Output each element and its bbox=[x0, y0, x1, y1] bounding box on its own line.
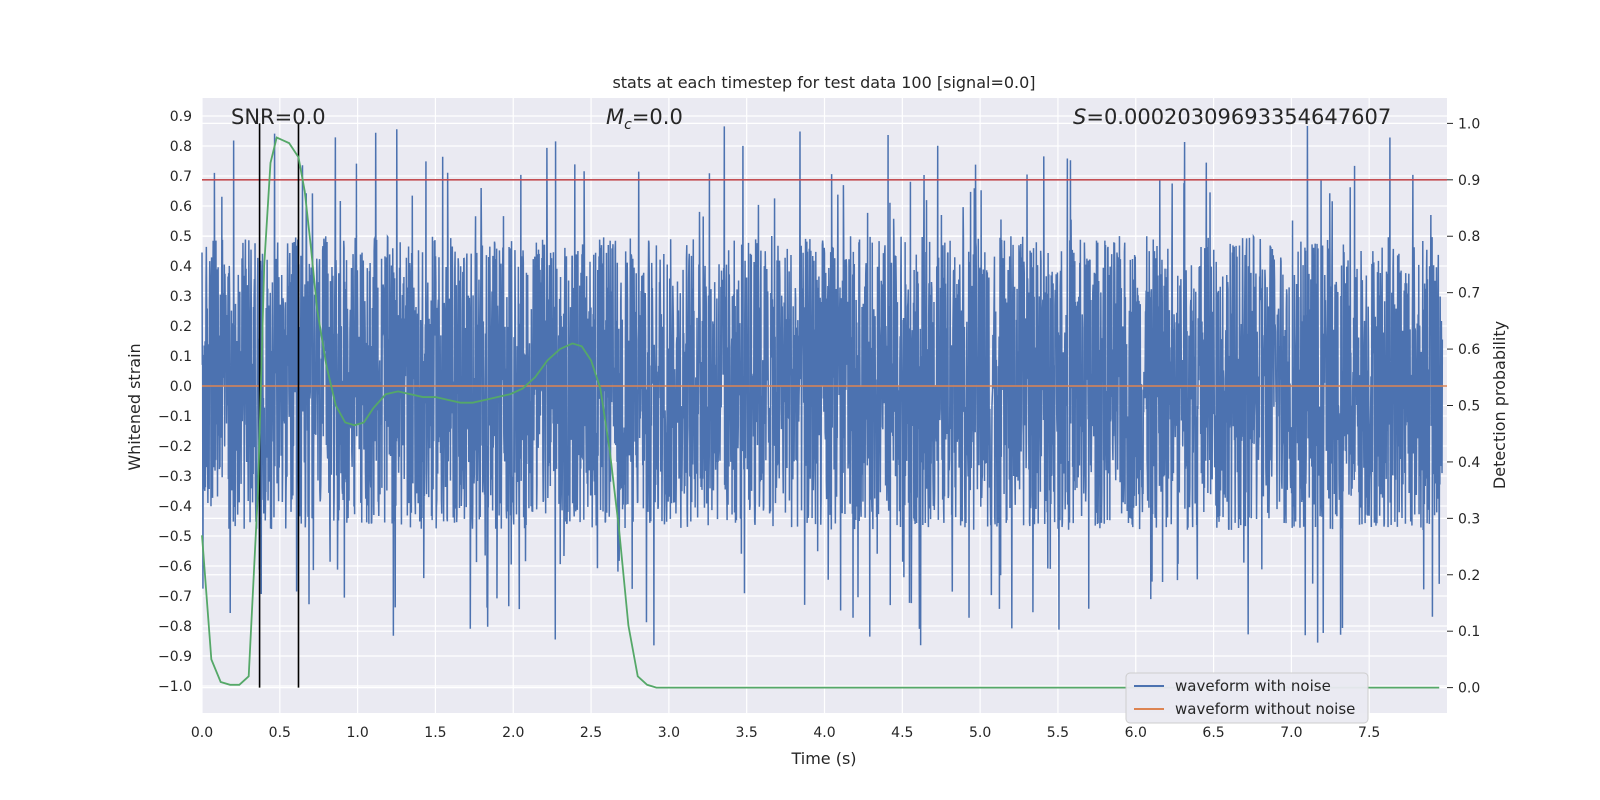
y-tick-label: −0.8 bbox=[158, 619, 192, 635]
x-tick-label: 0.5 bbox=[269, 725, 291, 741]
mc-symbol: M bbox=[606, 105, 624, 129]
y-tick-label: 0.2 bbox=[170, 319, 192, 335]
mc-annotation: Mc=0.0 bbox=[606, 105, 683, 133]
y-right-tick-label: 0.8 bbox=[1458, 229, 1480, 245]
y-tick-label: 0.8 bbox=[170, 139, 192, 155]
y-tick-label: 0.1 bbox=[170, 349, 192, 365]
y-tick-label: 0.9 bbox=[170, 109, 192, 125]
y-tick-label: −0.6 bbox=[158, 559, 192, 575]
y-axis-ticks: 0.9 0.8 0.7 0.6 0.5 0.4 0.3 0.2 0.1 0.0 −0.1 −0.2 −0… bbox=[158, 109, 192, 695]
x-tick-label: 4.0 bbox=[813, 725, 835, 741]
y-tick-label: 0.7 bbox=[170, 169, 192, 185]
y-right-tick-label: 0.7 bbox=[1458, 286, 1480, 302]
legend: waveform with noise waveform without noi… bbox=[1125, 672, 1369, 724]
snr-annotation: SNR=0.0 bbox=[231, 105, 326, 129]
y-tick-label: −0.3 bbox=[158, 469, 192, 485]
y-right-tick-label: 1.0 bbox=[1458, 116, 1480, 132]
y-right-tick-label: 0.6 bbox=[1458, 342, 1480, 358]
mc-value: =0.0 bbox=[632, 105, 683, 129]
y-right-tick-label: 0.3 bbox=[1458, 511, 1480, 527]
y-axis-label: Whitened strain bbox=[125, 343, 144, 470]
s-value: =0.0002030969335464760​7 bbox=[1086, 105, 1391, 129]
x-tick-label: 6.5 bbox=[1202, 725, 1224, 741]
y-tick-label: 0.3 bbox=[170, 289, 192, 305]
y-right-tick-label: 0.2 bbox=[1458, 568, 1480, 584]
y-right-tick-label: 0.1 bbox=[1458, 624, 1480, 640]
y-tick-label: −0.1 bbox=[158, 409, 192, 425]
y-axis-right-ticks: 1.0 0.9 0.8 0.7 0.6 0.5 0.4 0.3 0.2 0.1 0.0 bbox=[1447, 116, 1480, 697]
y-tick-label: 0.4 bbox=[170, 259, 192, 275]
x-tick-label: 0.0 bbox=[191, 725, 213, 741]
series-waveform-with-noise bbox=[201, 125, 1444, 646]
x-tick-label: 5.0 bbox=[969, 725, 991, 741]
series-detection-probability bbox=[201, 136, 1440, 689]
y-right-tick-label: 0.9 bbox=[1458, 173, 1480, 189]
x-tick-label: 7.0 bbox=[1280, 725, 1302, 741]
y-tick-label: −1.0 bbox=[158, 679, 192, 695]
x-tick-label: 3.5 bbox=[736, 725, 758, 741]
x-tick-label: 1.0 bbox=[346, 725, 368, 741]
x-tick-label: 5.5 bbox=[1047, 725, 1069, 741]
x-axis-label: Time (s) bbox=[790, 749, 856, 768]
y-tick-label: 0.5 bbox=[170, 229, 192, 245]
y-tick-label: −0.7 bbox=[158, 589, 192, 605]
x-tick-label: 4.5 bbox=[891, 725, 913, 741]
line-series-layer bbox=[201, 123, 1447, 689]
x-tick-label: 2.0 bbox=[502, 725, 524, 741]
s-symbol: S bbox=[1073, 105, 1086, 129]
y-right-tick-label: 0.0 bbox=[1458, 681, 1480, 697]
y-tick-label: −0.2 bbox=[158, 439, 192, 455]
y-tick-label: −0.9 bbox=[158, 649, 192, 665]
x-tick-label: 2.5 bbox=[580, 725, 602, 741]
y-tick-label: 0.0 bbox=[170, 379, 192, 395]
x-tick-label: 1.5 bbox=[424, 725, 446, 741]
x-axis-ticks: 0.0 0.5 1.0 1.5 2.0 2.5 3.0 3.5 4.0 4.5 5.0 5.5 6.0 6… bbox=[191, 725, 1380, 741]
legend-label-clean: waveform without noise bbox=[1175, 700, 1355, 718]
chart-title: stats at each timestep for test data 100… bbox=[612, 73, 1035, 92]
legend-label-noise: waveform with noise bbox=[1175, 677, 1331, 695]
y-right-tick-label: 0.5 bbox=[1458, 399, 1480, 415]
x-tick-label: 6.0 bbox=[1125, 725, 1147, 741]
x-tick-label: 3.0 bbox=[658, 725, 680, 741]
y-axis-right-label: Detection probability bbox=[1490, 321, 1509, 489]
y-tick-label: −0.4 bbox=[158, 499, 192, 515]
noise-series-layer bbox=[201, 125, 1444, 646]
mc-subscript: c bbox=[624, 117, 632, 133]
y-tick-label: −0.5 bbox=[158, 529, 192, 545]
x-tick-label: 7.5 bbox=[1358, 725, 1380, 741]
s-annotation: S=0.0002030969335464760​7 bbox=[1073, 105, 1391, 129]
legend-box bbox=[1125, 672, 1369, 724]
y-tick-label: 0.6 bbox=[170, 199, 192, 215]
y-right-tick-label: 0.4 bbox=[1458, 455, 1480, 471]
